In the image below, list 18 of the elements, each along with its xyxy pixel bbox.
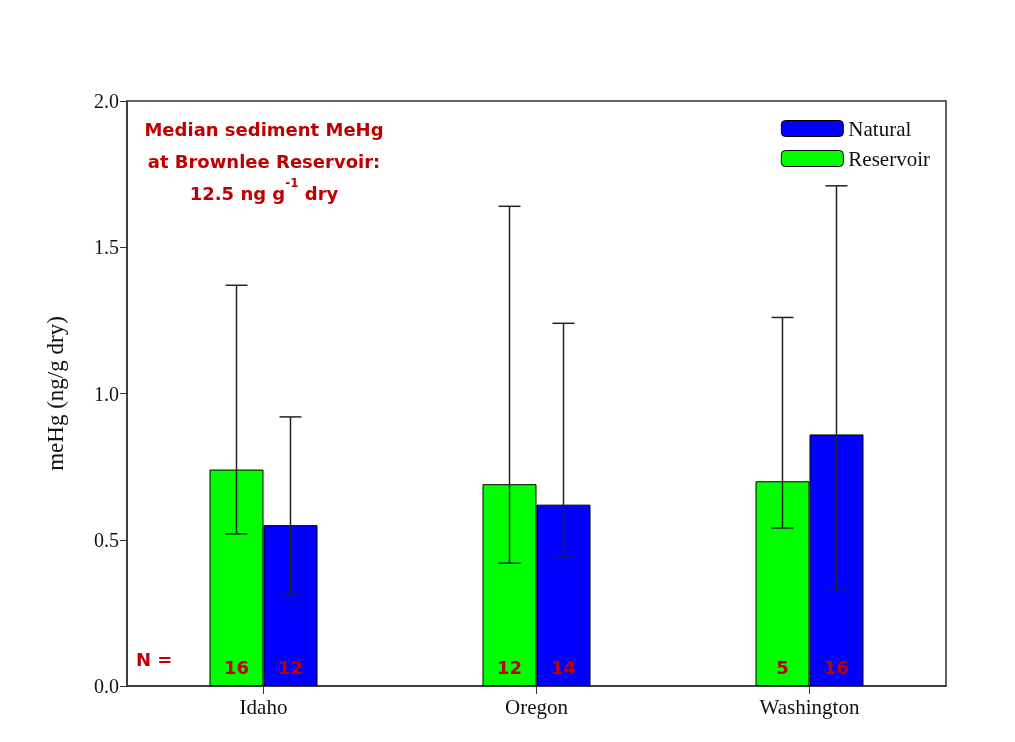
x-tick-label: Oregon <box>505 694 569 719</box>
annotation: N = <box>136 648 173 670</box>
y-axis-title: meHg (ng/g dry) <box>43 316 68 471</box>
x-tick-label: Washington <box>759 694 860 719</box>
y-tick-label: 0.0 <box>94 675 119 697</box>
legend-label: Natural <box>848 116 912 141</box>
y-tick-label: 2.0 <box>94 90 119 112</box>
legend-label: Reservoir <box>848 146 931 171</box>
y-tick-label: 1.5 <box>94 236 119 259</box>
annotation: 16 <box>223 656 250 678</box>
annotation: 12 <box>496 656 523 678</box>
annotation: 12 <box>277 656 304 678</box>
y-tick-label: 0.5 <box>94 528 119 551</box>
annotation: 5 <box>776 656 789 678</box>
x-tick-label: Idaho <box>239 694 288 719</box>
y-tick-label: 1.0 <box>94 382 119 405</box>
annotation: 14 <box>550 656 577 678</box>
annotation: 16 <box>823 656 850 678</box>
